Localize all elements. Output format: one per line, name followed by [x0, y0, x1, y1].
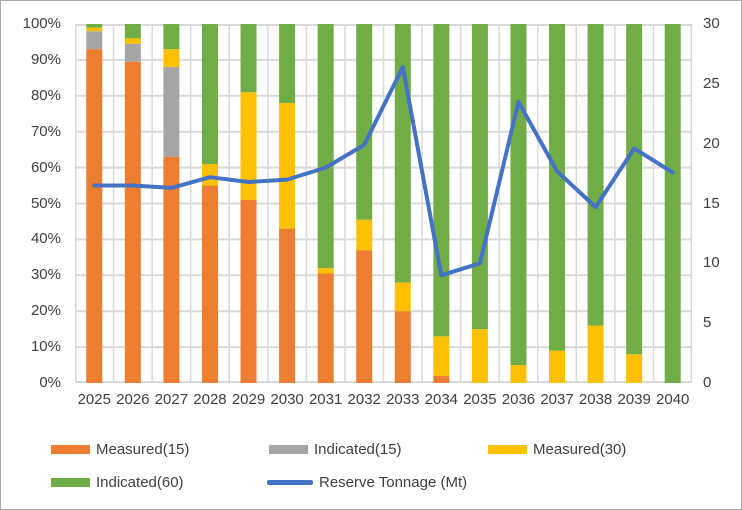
- bar-segment-indicated-60-2039: [626, 24, 643, 355]
- bar-segment-measured-15-2028: [201, 185, 218, 383]
- bar-segment-measured-15-2032: [356, 250, 373, 383]
- bar-segment-measured-30-2030: [279, 102, 296, 229]
- x-axis-tick-label: 2031: [308, 391, 343, 408]
- bar-segment-indicated-15-2025: [86, 31, 103, 50]
- legend-item-measured-30: Measured(30): [488, 439, 626, 459]
- bar-segment-indicated-60-2026: [124, 24, 141, 39]
- y-axis-tick-label-left: 10%: [30, 338, 61, 356]
- legend-line-swatch: [267, 479, 313, 485]
- bar-segment-measured-30-2036: [510, 365, 527, 383]
- legend-color-swatch: [51, 477, 90, 487]
- bar-segment-measured-30-2037: [549, 350, 566, 383]
- bar-segment-measured-15-2031: [317, 273, 334, 383]
- y-axis-tick-label-left: 30%: [30, 266, 61, 284]
- y-axis-tick-label-right: 10: [703, 254, 720, 272]
- x-axis-tick-label: 2025: [77, 391, 111, 408]
- x-axis-tick-label: 2032: [347, 391, 381, 408]
- legend: Measured(15) Indicated(15) Measured(30) Ind…: [1, 431, 741, 501]
- x-axis-tick-label: 2028: [193, 391, 227, 408]
- legend-item-measured-15: Measured(15): [51, 439, 189, 459]
- bar-segment-indicated-60-2025: [86, 24, 103, 28]
- legend-label: Measured(15): [96, 440, 190, 458]
- y-axis-tick-label-right: 20: [703, 134, 720, 152]
- x-axis-tick-label: 2026: [116, 391, 150, 408]
- x-axis-tick-label: 2027: [154, 391, 189, 408]
- x-axis-tick-label: 2038: [578, 391, 613, 408]
- bar-segment-measured-30-2029: [240, 92, 257, 200]
- bar-segment-measured-15-2027: [163, 156, 180, 383]
- bar-segment-measured-30-2027: [163, 49, 180, 68]
- bar-segment-indicated-60-2030: [279, 24, 296, 103]
- legend-item-indicated-15: Indicated(15): [269, 439, 402, 459]
- y-axis-tick-label-left: 90%: [30, 50, 61, 68]
- bar-segment-measured-30-2035: [471, 329, 488, 383]
- y-axis-tick-label-left: 60%: [30, 158, 61, 176]
- legend-label: Indicated(60): [96, 473, 184, 491]
- legend-label: Indicated(15): [314, 440, 402, 458]
- x-axis-tick-label: 2034: [424, 391, 459, 408]
- bar-segment-measured-30-2039: [626, 354, 643, 383]
- bar-segment-indicated-60-2033: [394, 24, 411, 283]
- x-axis-tick-label: 2035: [463, 391, 497, 408]
- x-axis-tick-label: 2030: [270, 391, 304, 408]
- bar-segment-measured-15-2029: [240, 199, 257, 383]
- bar-segment-measured-15-2030: [279, 228, 296, 383]
- y-axis-tick-label-left: 70%: [30, 122, 61, 140]
- bar-segment-indicated-60-2028: [201, 24, 218, 165]
- bar-segment-measured-15-2034: [433, 375, 450, 383]
- y-axis-tick-label-right: 30: [703, 15, 720, 32]
- bar-segment-indicated-60-2027: [163, 24, 180, 50]
- bar-segment-indicated-60-2035: [471, 24, 488, 330]
- bar-segment-measured-30-2025: [86, 27, 103, 32]
- legend-color-swatch: [269, 444, 308, 454]
- bar-segment-indicated-60-2029: [240, 24, 257, 93]
- bar-segment-measured-30-2032: [356, 219, 373, 251]
- x-axis-tick-label: 2033: [386, 391, 420, 408]
- bar-segment-indicated-60-2038: [587, 24, 604, 326]
- y-axis-tick-label-left: 0%: [39, 374, 61, 391]
- reserve-tonnage-line: [92, 65, 675, 278]
- x-axis-tick-label: 2029: [231, 391, 266, 408]
- x-axis-tick-label: 2039: [617, 391, 651, 408]
- plot-area: [75, 24, 692, 383]
- bar-segment-measured-15-2026: [124, 61, 141, 383]
- x-axis-tick-label: 2040: [656, 391, 690, 408]
- y-axis-tick-label-right: 25: [703, 74, 720, 92]
- legend-color-swatch: [51, 444, 90, 454]
- bar-segment-indicated-60-2036: [510, 24, 527, 366]
- bar-segment-indicated-60-2031: [317, 24, 334, 269]
- bar-segment-indicated-60-2040: [664, 24, 681, 383]
- legend-color-swatch: [488, 444, 527, 454]
- bar-segment-measured-30-2026: [124, 38, 141, 44]
- bar-segment-measured-30-2033: [394, 282, 411, 312]
- legend-label: Reserve Tonnage (Mt): [319, 473, 468, 491]
- y-axis-tick-label-left: 50%: [30, 194, 61, 212]
- bar-segment-indicated-60-2034: [433, 24, 450, 337]
- bar-segment-measured-30-2031: [317, 268, 334, 274]
- bar-segment-measured-15-2025: [86, 49, 103, 383]
- x-axis-tick-label: 2037: [540, 391, 574, 408]
- bar-segment-indicated-15-2026: [124, 43, 141, 62]
- bar-segment-indicated-60-2037: [549, 24, 566, 351]
- bar-segment-indicated-60-2032: [356, 24, 373, 220]
- y-axis-tick-label-left: 40%: [30, 230, 61, 248]
- y-axis-tick-label-left: 100%: [22, 15, 61, 32]
- legend-label: Measured(30): [533, 440, 627, 458]
- x-axis-tick-label: 2036: [501, 391, 536, 408]
- y-axis-tick-label-right: 15: [703, 194, 720, 212]
- bar-segment-measured-30-2028: [201, 164, 218, 186]
- bar-segment-measured-30-2034: [433, 336, 450, 376]
- bar-segment-measured-30-2038: [587, 325, 604, 383]
- legend-item-indicated-60: Indicated(60): [51, 472, 184, 492]
- bar-segment-measured-15-2033: [394, 311, 411, 383]
- legend-item-reserve-tonnage-mt: Reserve Tonnage (Mt): [267, 472, 467, 492]
- bar-segment-indicated-15-2027: [163, 67, 180, 157]
- y-axis-tick-label-right: 5: [703, 314, 712, 332]
- y-axis-tick-label-left: 20%: [30, 302, 61, 320]
- y-axis-tick-label-left: 80%: [30, 86, 61, 104]
- y-axis-tick-label-right: 0: [703, 374, 712, 391]
